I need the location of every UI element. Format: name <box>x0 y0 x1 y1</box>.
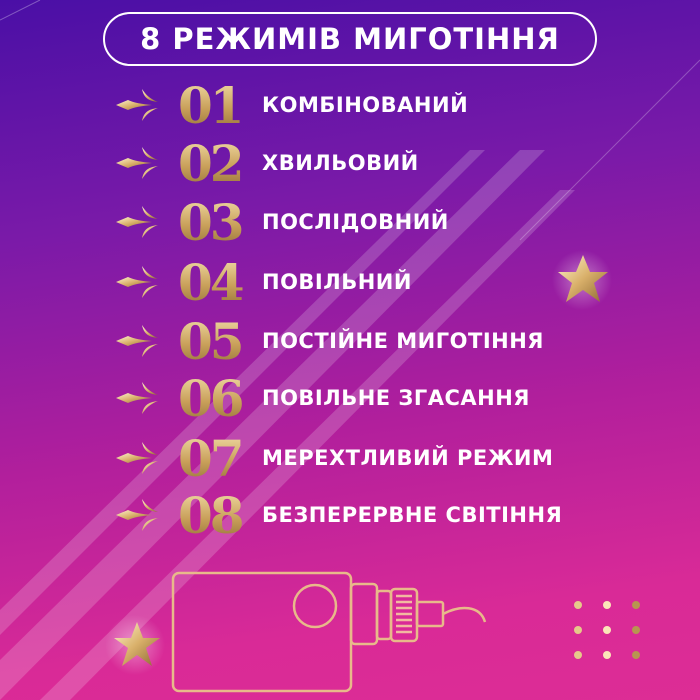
ornament-icon <box>116 442 158 474</box>
mode-item: 05 ПОСТІЙНЕ МИГОТІННЯ <box>112 312 544 371</box>
ornament-icon <box>116 206 158 238</box>
page-title: 8 РЕЖИМІВ МИГОТІННЯ <box>103 12 597 66</box>
ornament-icon <box>116 382 158 414</box>
mode-label: ПОСТІЙНЕ МИГОТІННЯ <box>262 329 544 353</box>
mode-label: ПОВІЛЬНЕ ЗГАСАННЯ <box>262 386 530 410</box>
mode-number: 04 <box>178 253 262 312</box>
mode-item: 01 КОМБІНОВАНИЙ <box>112 76 469 135</box>
star-icon <box>552 250 612 310</box>
ornament-icon <box>116 266 158 298</box>
ornament-icon <box>116 325 158 357</box>
mode-item: 03 ПОСЛІДОВНИЙ <box>112 193 449 252</box>
mode-item: 06 ПОВІЛЬНЕ ЗГАСАННЯ <box>112 369 530 428</box>
mode-label: БЕЗПЕРЕРВНЕ СВІТІННЯ <box>262 503 563 527</box>
mode-label: ПОСЛІДОВНИЙ <box>262 210 449 234</box>
mode-item: 07 МЕРЕХТЛИВИЙ РЕЖИМ <box>112 429 554 488</box>
mode-item: 04 ПОВІЛЬНИЙ <box>112 253 412 312</box>
ornament-icon <box>116 89 158 121</box>
star-icon <box>105 615 165 675</box>
title-text: 8 РЕЖИМІВ МИГОТІННЯ <box>140 22 560 56</box>
controller-grip-lines <box>396 594 412 634</box>
mode-label: ПОВІЛЬНИЙ <box>262 270 412 294</box>
controller-device-icon <box>171 571 487 693</box>
mode-number: 06 <box>178 369 262 428</box>
mode-label: КОМБІНОВАНИЙ <box>262 93 469 117</box>
mode-number: 07 <box>178 429 262 488</box>
mode-item: 08 БЕЗПЕРЕРВНЕ СВІТІННЯ <box>112 486 563 545</box>
mode-number: 01 <box>178 76 262 135</box>
ornament-icon <box>116 499 158 531</box>
mode-item: 02 ХВИЛЬОВИЙ <box>112 134 419 193</box>
mode-number: 08 <box>178 486 262 545</box>
mode-label: МЕРЕХТЛИВИЙ РЕЖИМ <box>262 446 554 470</box>
mode-number: 05 <box>178 312 262 371</box>
mode-label: ХВИЛЬОВИЙ <box>262 151 419 175</box>
mode-number: 02 <box>178 134 262 193</box>
mode-number: 03 <box>178 193 262 252</box>
ornament-icon <box>116 147 158 179</box>
dot-grid-icon <box>574 601 640 659</box>
